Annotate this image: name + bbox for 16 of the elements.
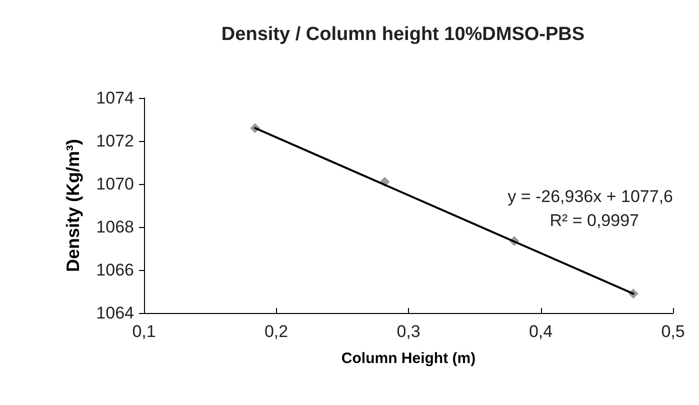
annotation: y = -26,936x + 1077,6 (508, 187, 674, 206)
x-tick-label: 0,3 (396, 322, 420, 341)
x-tick-label: 0,1 (132, 322, 156, 341)
y-axis-title: Density (Kg/m³) (63, 138, 83, 272)
y-tick-label: 1070 (96, 174, 134, 194)
chart-title: Density / Column height 10%DMSO-PBS (221, 24, 585, 45)
y-tick-label: 1064 (96, 304, 134, 322)
y-tick-label: 1068 (96, 218, 134, 236)
y-tick-label: 1074 (96, 88, 134, 108)
x-tick-label: 0,5 (661, 322, 685, 341)
y-tick-label: 1072 (96, 132, 134, 150)
y-tick-label: 1066 (96, 260, 134, 280)
x-tick-label: 0,4 (528, 322, 553, 341)
x-tick-label: 0,2 (264, 322, 288, 341)
annotation: R² = 0,9997 (550, 211, 640, 230)
x-axis-title: Column Height (m) (341, 350, 476, 367)
